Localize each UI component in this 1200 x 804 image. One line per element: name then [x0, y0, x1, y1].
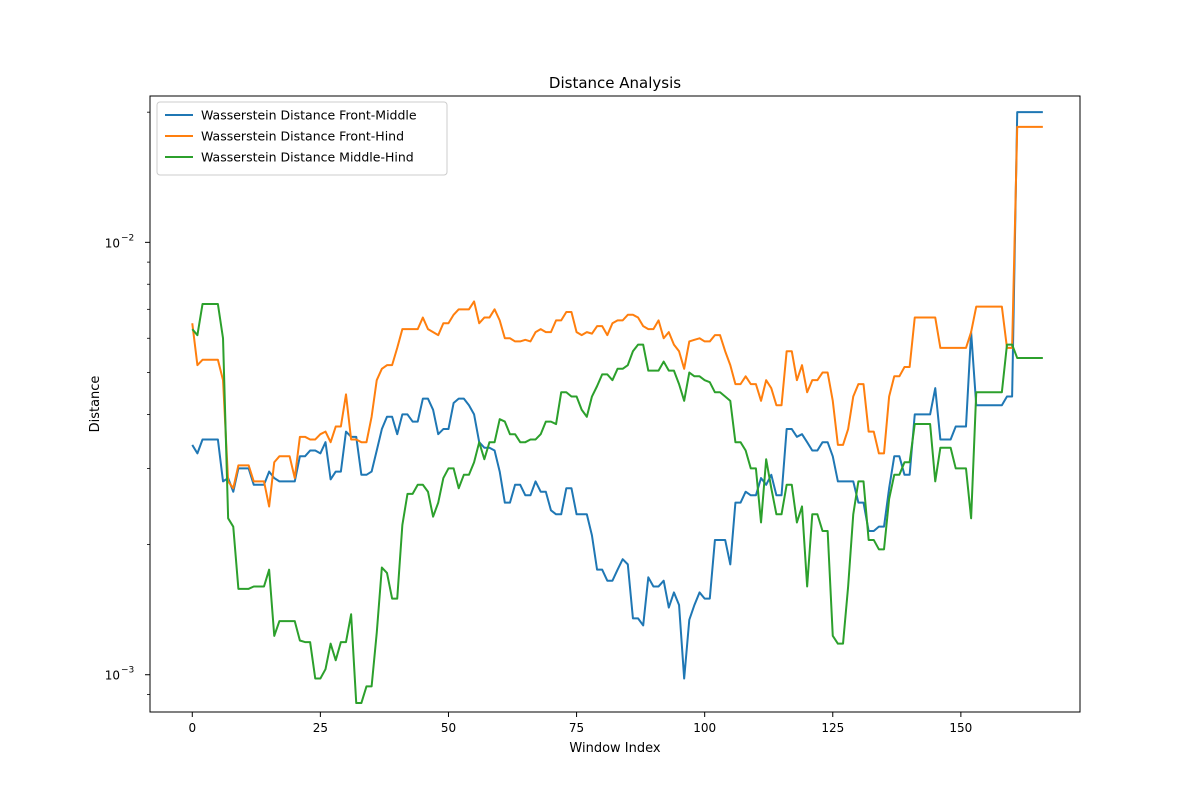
x-tick-label: 125	[821, 721, 844, 735]
legend: Wasserstein Distance Front-Middle Wassers…	[156, 101, 448, 176]
y-tick-label: 10	[105, 236, 120, 250]
plot-frame	[149, 95, 1081, 713]
x-tick-label: 100	[693, 721, 716, 735]
y-tick-label-exponent: −2	[121, 233, 134, 243]
series-line-3	[191, 303, 1043, 705]
chart-title: Distance Analysis	[549, 74, 681, 92]
series-line-1	[191, 111, 1043, 680]
x-axis: 0 25 50 75 100 125 150	[188, 712, 972, 735]
y-tick-label-exponent: −3	[121, 666, 134, 676]
x-axis-label: Window Index	[569, 741, 660, 756]
legend-label-2: Wasserstein Distance Front-Hind	[201, 129, 404, 144]
x-tick-label: 25	[313, 721, 328, 735]
legend-label-1: Wasserstein Distance Front-Middle	[201, 108, 417, 123]
series-line-2	[191, 125, 1043, 508]
plot-lines	[191, 111, 1043, 705]
legend-box	[156, 101, 448, 176]
x-tick-label: 0	[188, 721, 196, 735]
legend-label-3: Wasserstein Distance Middle-Hind	[201, 150, 414, 165]
x-tick-label: 150	[949, 721, 972, 735]
y-tick-label: 10	[105, 669, 120, 683]
y-axis-label: Distance	[88, 376, 103, 433]
y-axis: 10−310−2	[105, 111, 150, 695]
x-tick-label: 75	[569, 721, 584, 735]
x-tick-label: 50	[441, 721, 456, 735]
